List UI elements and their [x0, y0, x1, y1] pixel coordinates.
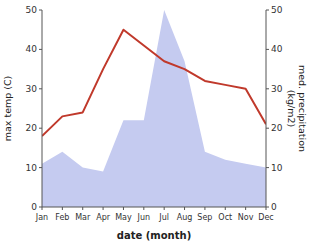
- y-tick: [39, 167, 42, 168]
- x-tick-label: Oct: [218, 213, 232, 222]
- y2-tick: [266, 10, 269, 11]
- y-tick: [39, 49, 42, 50]
- x-tick-label: Feb: [55, 213, 69, 222]
- x-tick: [164, 207, 165, 210]
- chart-container: 0 10 20 30 40 50 0 10 20 30 40 50 Jan Feb Mar Apr May Jun…: [0, 0, 318, 247]
- y-tick-label: 0: [31, 202, 37, 212]
- y-tick: [39, 128, 42, 129]
- y2-axis-line: [266, 10, 267, 207]
- x-tick-label: Aug: [177, 213, 193, 222]
- y2-tick-label: 40: [271, 44, 283, 54]
- y2-tick-label: 30: [271, 84, 283, 94]
- x-tick-label: Sep: [197, 213, 212, 222]
- x-tick: [225, 207, 226, 210]
- x-tick: [62, 207, 63, 210]
- x-tick-label: Dec: [258, 213, 273, 222]
- x-axis-line: [42, 207, 266, 208]
- x-tick-label: Apr: [96, 213, 111, 222]
- x-tick: [42, 207, 43, 210]
- y2-tick: [266, 49, 269, 50]
- x-tick: [184, 207, 185, 210]
- y-tick-label: 20: [26, 123, 38, 133]
- x-tick: [82, 207, 83, 210]
- page: {"chart_data": {"type": "line", "categor…: [0, 0, 318, 247]
- x-tick: [245, 207, 246, 210]
- x-tick-label: May: [115, 213, 132, 222]
- y2-tick-label: 50: [271, 5, 283, 15]
- x-tick-label: Jul: [158, 213, 169, 222]
- y2-tick-label: 0: [271, 202, 277, 212]
- y-tick: [39, 88, 42, 89]
- x-tick-label: Mar: [75, 213, 91, 222]
- y-axis-line: [42, 10, 43, 207]
- x-tick: [143, 207, 144, 210]
- chart: 0 10 20 30 40 50 0 10 20 30 40 50 Jan Feb Mar Apr May Jun…: [0, 0, 318, 247]
- y-tick-label: 50: [26, 5, 38, 15]
- y2-tick: [266, 88, 269, 89]
- x-tick: [123, 207, 124, 210]
- x-tick: [266, 207, 267, 210]
- y2-axis-label-line: (kg/m2): [286, 90, 297, 127]
- y2-tick: [266, 167, 269, 168]
- y-tick-label: 40: [26, 44, 38, 54]
- plot-area: [42, 10, 266, 207]
- x-tick: [204, 207, 205, 210]
- y-axis-label: max temp (C): [2, 76, 13, 142]
- y-tick-label: 10: [26, 163, 38, 173]
- y-tick-label: 30: [26, 84, 38, 94]
- x-axis-label: date (month): [117, 230, 191, 241]
- y2-tick-label: 10: [271, 163, 283, 173]
- y-tick: [39, 10, 42, 11]
- x-tick-label: Jun: [137, 213, 151, 222]
- temperature-line: [42, 30, 266, 136]
- x-tick: [103, 207, 104, 210]
- x-tick-label: Jan: [35, 213, 48, 222]
- x-tick-label: Nov: [238, 213, 254, 222]
- y2-axis-label-line: med. precipitation: [297, 65, 308, 152]
- y2-tick: [266, 128, 269, 129]
- y2-tick-label: 20: [271, 123, 283, 133]
- y2-axis-label: med. precipitation(kg/m2): [286, 65, 308, 152]
- precipitation-area: [42, 10, 266, 207]
